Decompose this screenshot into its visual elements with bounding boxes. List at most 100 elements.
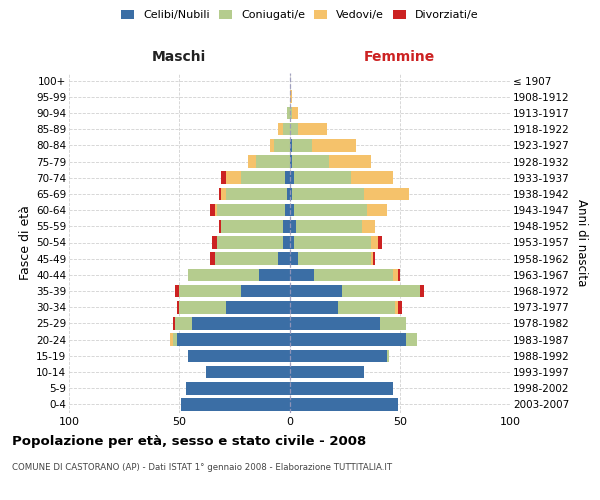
Bar bbox=[283, 220, 290, 232]
Bar bbox=[395, 301, 398, 314]
Bar bbox=[177, 334, 290, 346]
Bar bbox=[206, 366, 290, 378]
Bar bbox=[215, 252, 278, 265]
Bar bbox=[290, 90, 292, 103]
Bar bbox=[292, 139, 311, 151]
Bar bbox=[175, 317, 193, 330]
Bar bbox=[290, 382, 393, 394]
Bar bbox=[351, 172, 393, 184]
Bar bbox=[241, 172, 285, 184]
Bar bbox=[217, 204, 285, 216]
Bar bbox=[290, 301, 338, 314]
Bar bbox=[173, 334, 177, 346]
Bar bbox=[217, 236, 283, 249]
Bar bbox=[419, 285, 424, 298]
Bar bbox=[362, 220, 376, 232]
Bar bbox=[378, 236, 382, 249]
Bar bbox=[393, 268, 398, 281]
Bar bbox=[179, 285, 241, 298]
Text: COMUNE DI CASTORANO (AP) - Dati ISTAT 1° gennaio 2008 - Elaborazione TUTTITALIA.: COMUNE DI CASTORANO (AP) - Dati ISTAT 1°… bbox=[12, 462, 392, 471]
Bar bbox=[226, 172, 241, 184]
Bar bbox=[221, 220, 283, 232]
Bar bbox=[221, 172, 226, 184]
Bar bbox=[294, 204, 367, 216]
Bar bbox=[364, 188, 409, 200]
Bar bbox=[290, 268, 314, 281]
Bar bbox=[329, 155, 371, 168]
Bar bbox=[296, 220, 362, 232]
Bar bbox=[256, 155, 290, 168]
Bar bbox=[371, 236, 378, 249]
Bar bbox=[219, 188, 221, 200]
Bar bbox=[173, 317, 175, 330]
Y-axis label: Anni di nascita: Anni di nascita bbox=[575, 199, 587, 286]
Bar bbox=[186, 382, 290, 394]
Text: Maschi: Maschi bbox=[152, 50, 206, 64]
Bar bbox=[290, 123, 298, 136]
Bar bbox=[278, 252, 290, 265]
Bar bbox=[290, 155, 292, 168]
Bar bbox=[290, 236, 294, 249]
Bar bbox=[290, 252, 298, 265]
Bar bbox=[241, 285, 290, 298]
Bar bbox=[269, 139, 274, 151]
Bar bbox=[290, 188, 292, 200]
Bar bbox=[398, 301, 402, 314]
Bar bbox=[219, 220, 221, 232]
Bar bbox=[188, 350, 290, 362]
Bar bbox=[298, 252, 371, 265]
Bar bbox=[175, 285, 179, 298]
Bar bbox=[380, 317, 406, 330]
Bar bbox=[274, 139, 290, 151]
Bar bbox=[367, 204, 386, 216]
Bar bbox=[283, 123, 290, 136]
Bar bbox=[179, 301, 226, 314]
Bar bbox=[226, 188, 287, 200]
Bar bbox=[294, 236, 371, 249]
Bar bbox=[398, 268, 400, 281]
Bar bbox=[292, 188, 364, 200]
Bar bbox=[188, 268, 259, 281]
Bar bbox=[406, 334, 418, 346]
Bar bbox=[290, 204, 294, 216]
Bar bbox=[298, 123, 327, 136]
Bar bbox=[210, 252, 215, 265]
Bar bbox=[170, 334, 173, 346]
Bar bbox=[343, 285, 419, 298]
Y-axis label: Fasce di età: Fasce di età bbox=[19, 205, 32, 280]
Bar bbox=[181, 398, 290, 410]
Bar bbox=[338, 301, 395, 314]
Bar bbox=[292, 106, 298, 120]
Bar bbox=[285, 172, 290, 184]
Bar bbox=[311, 139, 356, 151]
Bar bbox=[287, 188, 290, 200]
Text: Femmine: Femmine bbox=[364, 50, 436, 64]
Bar bbox=[290, 220, 296, 232]
Bar bbox=[283, 236, 290, 249]
Bar bbox=[290, 350, 386, 362]
Bar bbox=[371, 252, 373, 265]
Bar bbox=[294, 172, 351, 184]
Bar bbox=[177, 301, 179, 314]
Bar bbox=[290, 285, 343, 298]
Bar bbox=[290, 334, 406, 346]
Bar bbox=[285, 204, 290, 216]
Bar bbox=[386, 350, 389, 362]
Bar bbox=[215, 204, 217, 216]
Bar bbox=[290, 317, 380, 330]
Bar bbox=[193, 317, 290, 330]
Bar bbox=[290, 398, 398, 410]
Bar bbox=[290, 106, 292, 120]
Bar bbox=[290, 139, 292, 151]
Bar bbox=[290, 172, 294, 184]
Bar bbox=[287, 106, 290, 120]
Bar bbox=[373, 252, 376, 265]
Bar bbox=[221, 188, 226, 200]
Bar bbox=[248, 155, 256, 168]
Legend: Celibi/Nubili, Coniugati/e, Vedovi/e, Divorziati/e: Celibi/Nubili, Coniugati/e, Vedovi/e, Di… bbox=[117, 6, 483, 25]
Text: Popolazione per età, sesso e stato civile - 2008: Popolazione per età, sesso e stato civil… bbox=[12, 435, 366, 448]
Bar bbox=[212, 236, 217, 249]
Bar bbox=[292, 155, 329, 168]
Bar bbox=[290, 366, 364, 378]
Bar bbox=[278, 123, 283, 136]
